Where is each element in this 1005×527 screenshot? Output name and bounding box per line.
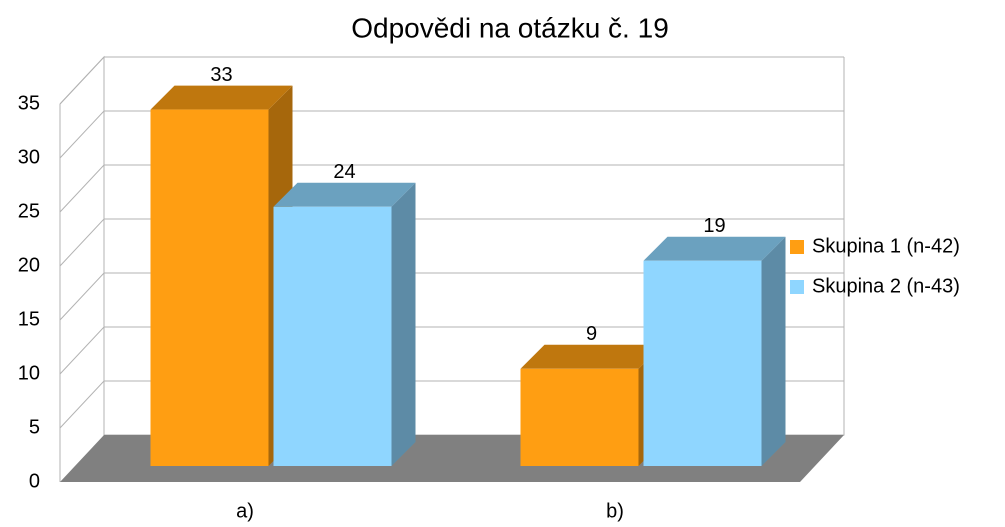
grid-line	[59, 218, 844, 267]
bar-top	[520, 344, 663, 369]
bar	[273, 206, 392, 467]
bar-top	[643, 236, 786, 261]
bar	[150, 109, 269, 466]
grid-line	[59, 164, 844, 213]
y-tick-label: 35	[18, 92, 40, 114]
legend-swatch	[790, 280, 804, 294]
y-tick-label: 15	[18, 308, 40, 330]
data-label: 33	[210, 64, 232, 86]
chart-title: Odpovědi na otázku č. 19	[351, 12, 669, 43]
y-tick-label: 10	[18, 362, 40, 384]
x-tick-label: a)	[236, 500, 254, 522]
bar-top	[273, 182, 416, 207]
legend-label: Skupina 1 (n-42)	[812, 235, 960, 257]
y-tick-label: 20	[18, 254, 40, 276]
bar	[520, 368, 639, 466]
bar-side	[391, 182, 416, 467]
bar	[643, 260, 762, 466]
grid-line	[59, 272, 844, 321]
grid-line	[59, 110, 844, 159]
y-tick-label: 5	[29, 416, 40, 438]
legend-label: Skupina 2 (n-43)	[812, 275, 960, 297]
data-label: 24	[333, 161, 355, 183]
x-tick-label: b)	[606, 500, 624, 522]
y-tick-label: 25	[18, 200, 40, 222]
data-label: 19	[703, 215, 725, 237]
legend-swatch	[790, 240, 804, 254]
grid-line	[59, 326, 844, 375]
y-tick-label: 30	[18, 146, 40, 168]
y-tick-label: 0	[29, 470, 40, 492]
data-label: 9	[586, 323, 597, 345]
grid-line	[59, 56, 844, 105]
bar-top	[150, 85, 293, 110]
bar-side	[761, 236, 786, 466]
